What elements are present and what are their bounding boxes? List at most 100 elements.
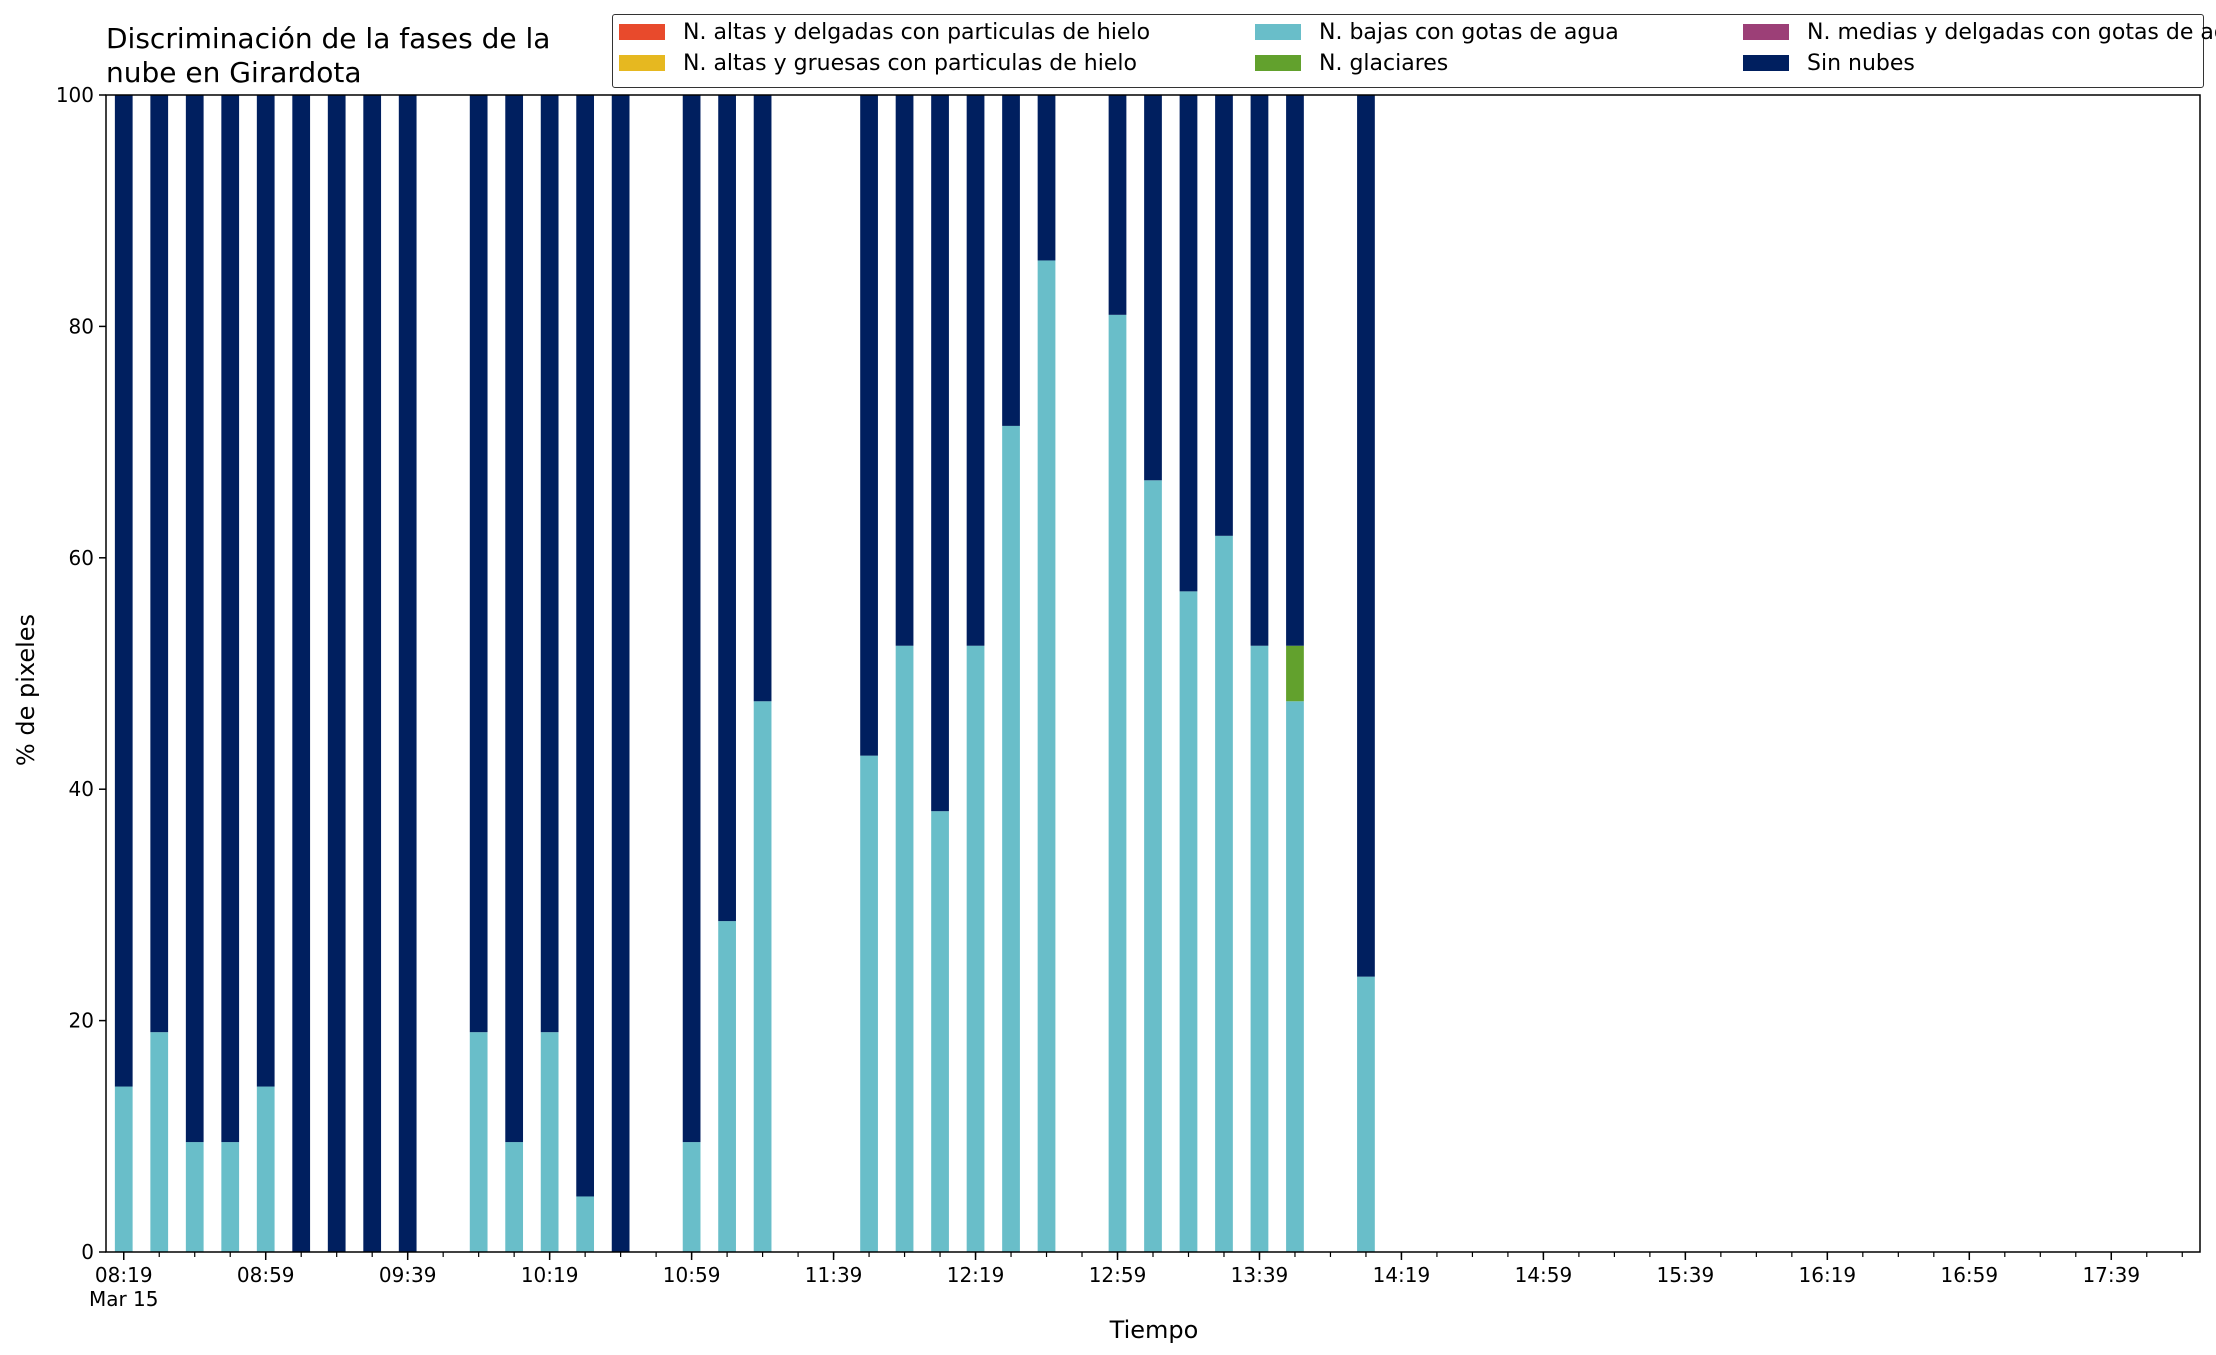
bar-segment xyxy=(1037,260,1056,1252)
bar-segment xyxy=(114,95,133,1087)
legend-label: N. medias y delgadas con gotas de agua xyxy=(1807,19,2216,45)
bar-segment xyxy=(185,1142,204,1252)
legend-item: N. altas y delgadas con particulas de hi… xyxy=(619,17,1150,47)
x-tick-label: 16:19 xyxy=(1799,1263,1857,1287)
bar-segment xyxy=(895,645,914,1252)
legend: N. altas y delgadas con particulas de hi… xyxy=(612,14,2216,88)
bar-segment xyxy=(1250,95,1269,646)
bar-segment xyxy=(1286,701,1304,1252)
bar-segment xyxy=(576,95,595,1197)
bar-segment xyxy=(1286,645,1304,702)
x-tick-label: 14:19 xyxy=(1373,1263,1431,1287)
bar-segment xyxy=(1215,535,1233,1252)
bar-segment xyxy=(1357,95,1375,977)
legend-item: N. glaciares xyxy=(1255,48,1448,78)
chart-title: Discriminación de la fases de la nube en… xyxy=(106,22,551,89)
bar-segment xyxy=(114,1086,133,1252)
bar-segment xyxy=(718,921,736,1252)
x-date-label: Mar 15 xyxy=(89,1287,159,1311)
x-tick-label: 12:59 xyxy=(1089,1263,1147,1287)
legend-item: N. bajas con gotas de agua xyxy=(1255,17,1619,47)
bar-segment xyxy=(1108,95,1127,315)
legend-label: Sin nubes xyxy=(1807,50,1915,76)
bar-segment xyxy=(931,95,949,812)
bar-segment xyxy=(682,1142,701,1252)
bar-segment xyxy=(256,1086,275,1252)
bar-segment xyxy=(1215,95,1233,536)
bar-segment xyxy=(1037,95,1056,261)
bar-segment xyxy=(505,95,524,1143)
x-axis-label: Tiempo xyxy=(1109,1316,1199,1344)
bar-segment xyxy=(540,1032,559,1252)
bar-segment xyxy=(398,95,417,1252)
bar-segment xyxy=(966,645,985,1252)
bar-segment xyxy=(1002,95,1020,426)
y-axis: 0 20 40 60 80 100 xyxy=(56,83,106,1264)
bar-segment xyxy=(1179,591,1198,1252)
bar-segment xyxy=(363,95,382,1252)
bar-segment xyxy=(931,811,949,1252)
legend-item: Sin nubes xyxy=(1743,48,1915,78)
bar-segment xyxy=(1108,314,1127,1253)
legend-swatch xyxy=(619,55,665,71)
bars-layer xyxy=(114,95,1375,1253)
bar-segment xyxy=(540,95,559,1033)
bar-segment xyxy=(860,755,878,1252)
bar-segment xyxy=(1144,480,1162,1252)
bar-segment xyxy=(256,95,275,1087)
bar-segment xyxy=(221,1142,240,1252)
x-tick-label: 16:59 xyxy=(1940,1263,1998,1287)
y-axis-label: % de pixeles xyxy=(12,613,40,767)
legend-swatch xyxy=(1255,24,1301,40)
x-tick-label: 08:19 xyxy=(95,1263,153,1287)
x-tick-label: 10:19 xyxy=(521,1263,579,1287)
y-tick-label: 100 xyxy=(56,83,94,107)
legend-swatch xyxy=(1743,55,1789,71)
bar-segment xyxy=(1286,95,1304,646)
bar-segment xyxy=(860,95,878,756)
y-tick-label: 0 xyxy=(81,1240,94,1264)
bar-segment xyxy=(1357,976,1375,1252)
bar-segment xyxy=(895,95,914,646)
bar-segment xyxy=(150,1032,169,1252)
bar-segment xyxy=(505,1142,524,1252)
bar-segment xyxy=(611,95,630,1252)
bar-segment xyxy=(150,95,169,1033)
y-tick-label: 60 xyxy=(69,546,94,570)
bar-segment xyxy=(1144,95,1162,481)
legend-label: N. bajas con gotas de agua xyxy=(1319,19,1619,45)
legend-item: N. medias y delgadas con gotas de agua xyxy=(1743,17,2216,47)
x-tick-label: 10:59 xyxy=(663,1263,721,1287)
bar-segment xyxy=(682,95,701,1143)
x-tick-label: 08:59 xyxy=(237,1263,295,1287)
bar-segment xyxy=(753,95,772,702)
bar-segment xyxy=(1002,425,1020,1253)
bar-segment xyxy=(185,95,204,1143)
bar-segment xyxy=(221,95,240,1143)
y-tick-label: 80 xyxy=(69,314,94,338)
bar-segment xyxy=(718,95,736,922)
y-tick-label: 40 xyxy=(69,777,94,801)
legend-item: N. altas y gruesas con particulas de hie… xyxy=(619,48,1137,78)
x-tick-label: 15:39 xyxy=(1657,1263,1715,1287)
bar-segment xyxy=(469,1032,488,1252)
legend-swatch xyxy=(1743,24,1789,40)
bar-segment xyxy=(1179,95,1198,592)
x-tick-label: 17:39 xyxy=(2082,1263,2140,1287)
legend-label: N. altas y gruesas con particulas de hie… xyxy=(683,50,1137,76)
legend-swatch xyxy=(1255,55,1301,71)
x-tick-label: 11:39 xyxy=(805,1263,863,1287)
legend-swatch xyxy=(619,24,665,40)
x-tick-label: 13:39 xyxy=(1231,1263,1289,1287)
bar-segment xyxy=(1250,645,1269,1252)
x-tick-label: 09:39 xyxy=(379,1263,437,1287)
bar-segment xyxy=(753,701,772,1252)
legend-label: N. glaciares xyxy=(1319,50,1449,76)
bar-segment xyxy=(469,95,488,1033)
x-tick-label: 12:19 xyxy=(947,1263,1005,1287)
bar-segment xyxy=(292,95,311,1252)
legend-label: N. altas y delgadas con particulas de hi… xyxy=(683,19,1151,45)
bar-segment xyxy=(327,95,346,1252)
